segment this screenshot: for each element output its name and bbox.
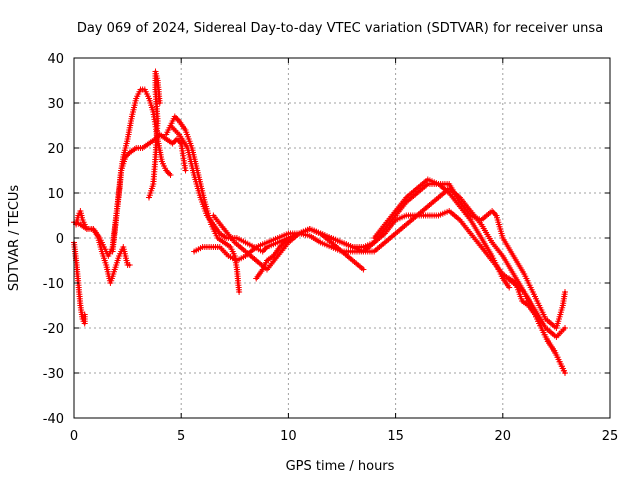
series-track-l (506, 275, 568, 376)
y-tick-label: 20 (47, 142, 64, 157)
y-tick-label: -40 (43, 412, 64, 427)
y-axis-label: SDTVAR / TECUs (7, 185, 22, 292)
series-markers (506, 275, 568, 376)
series-track-i (210, 212, 367, 273)
axis-ticks: 0 5 10 15 20 25 -40 -30 -20 -10 0 10 20 30 40 (43, 52, 619, 444)
x-axis-label: GPS time / hours (286, 459, 395, 474)
y-tick-label: 10 (47, 187, 64, 202)
x-tick-label: 10 (280, 429, 297, 444)
x-tick-label: 20 (495, 429, 512, 444)
data-series (71, 68, 568, 376)
x-tick-label: 0 (70, 429, 78, 444)
series-markers (146, 68, 163, 201)
y-tick-label: -30 (43, 367, 64, 382)
y-tick-label: -20 (43, 322, 64, 337)
y-tick-label: 0 (56, 232, 64, 247)
x-tick-label: 25 (602, 429, 619, 444)
y-tick-label: -10 (43, 277, 64, 292)
series-trace (169, 124, 567, 339)
series-track-e (146, 68, 163, 201)
y-tick-label: 40 (47, 52, 64, 67)
y-tick-label: 30 (47, 97, 64, 112)
series-markers (371, 176, 568, 331)
chart-title: Day 069 of 2024, Sidereal Day-to-day VTE… (77, 21, 603, 36)
x-tick-label: 15 (387, 429, 404, 444)
x-tick-label: 5 (177, 429, 185, 444)
series-track-k (371, 176, 568, 331)
